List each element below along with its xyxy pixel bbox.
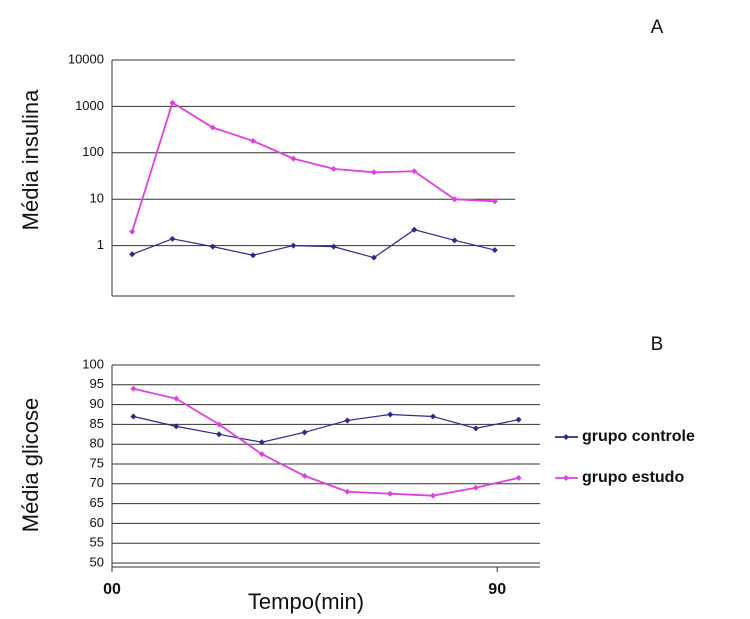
legend-marker (563, 475, 569, 481)
data-point (169, 235, 176, 242)
y-tick-label: 100 (82, 144, 104, 159)
data-point (290, 242, 297, 249)
y-tick-label: 100 (82, 356, 104, 371)
data-point (515, 474, 522, 481)
y-tick-label: 65 (90, 495, 104, 510)
y-tick-label: 95 (90, 376, 104, 391)
legend-marker (563, 434, 569, 440)
data-point (173, 395, 180, 402)
data-point (387, 490, 394, 497)
data-point (129, 251, 136, 258)
data-point (430, 492, 436, 499)
data-point (344, 488, 351, 495)
x-axis-label: Tempo(min) (248, 589, 364, 614)
chart-title: B (651, 334, 664, 355)
y-tick-label: 50 (90, 554, 104, 569)
y-tick-label: 1000 (75, 98, 104, 113)
data-point (250, 252, 257, 259)
y-tick-label: 10 (90, 191, 104, 206)
y-tick-label: 90 (90, 396, 104, 411)
data-point (411, 168, 418, 175)
data-point (129, 228, 136, 235)
data-point (515, 416, 522, 423)
data-point (250, 137, 257, 144)
data-point (491, 247, 498, 254)
data-point (472, 425, 479, 432)
data-point (430, 413, 436, 420)
y-tick-label: 70 (90, 475, 104, 490)
data-point (330, 165, 337, 172)
y-axis-label: Média insulina (18, 89, 43, 230)
data-point (451, 237, 458, 244)
data-point (301, 429, 308, 436)
data-point (344, 417, 351, 424)
data-point (209, 124, 216, 131)
y-tick-label: 80 (90, 436, 104, 451)
data-point (130, 413, 137, 420)
data-point (411, 226, 418, 233)
data-point (301, 472, 308, 479)
y-tick-label: 85 (90, 416, 104, 431)
x-tick-label: 00 (103, 581, 121, 598)
x-tick-label: 90 (488, 581, 506, 598)
data-point (130, 385, 137, 392)
data-point (209, 243, 216, 250)
legend-label: grupo controle (582, 428, 695, 445)
data-point (258, 439, 265, 446)
y-tick-label: 10000 (68, 51, 104, 66)
data-point (216, 431, 222, 438)
data-point (216, 421, 222, 428)
data-point (472, 484, 479, 491)
data-point (387, 411, 394, 418)
data-point (451, 196, 458, 203)
legend-label: grupo estudo (582, 469, 684, 486)
data-point (370, 254, 377, 261)
series-line (131, 229, 495, 259)
series-line (133, 413, 519, 443)
y-axis-label: Média glicose (18, 398, 43, 533)
series-line (133, 387, 519, 497)
series-line (131, 101, 495, 232)
y-tick-label: 55 (90, 535, 104, 550)
y-tick-label: 60 (90, 515, 104, 530)
chart-title: A (651, 17, 664, 38)
data-point (370, 169, 377, 176)
data-point (330, 243, 337, 250)
data-point (173, 423, 180, 430)
data-point (169, 99, 176, 106)
y-tick-label: 1 (97, 237, 104, 252)
y-tick-label: 75 (90, 455, 104, 470)
data-point (258, 451, 265, 458)
data-point (491, 198, 498, 205)
data-point (290, 155, 297, 162)
